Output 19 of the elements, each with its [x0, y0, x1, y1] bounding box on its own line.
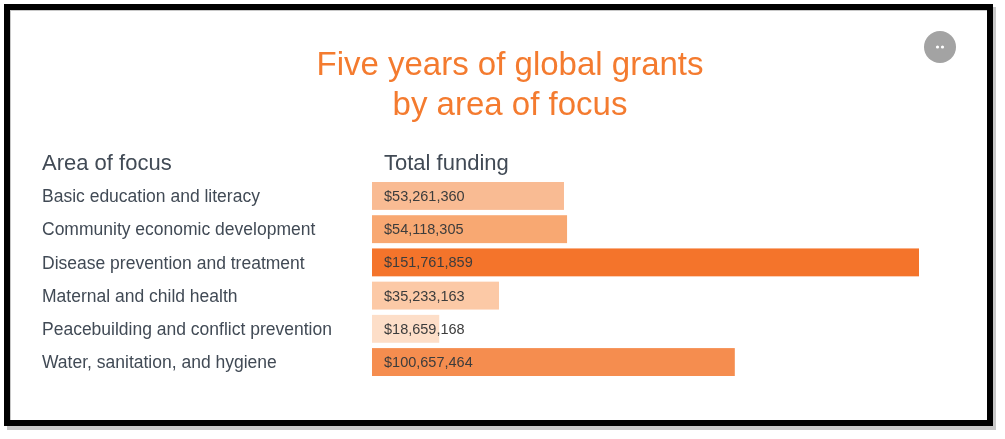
data-label: $53,261,360	[384, 188, 465, 205]
data-label: $151,761,859	[384, 254, 473, 271]
y-tick-label: Maternal and child health	[42, 285, 238, 306]
bar	[372, 215, 568, 244]
y-tick-label: Disease prevention and treatment	[42, 252, 305, 273]
bar	[372, 248, 919, 277]
y-tick-label: Community economic development	[42, 219, 316, 240]
x-axis-title: Total funding	[384, 150, 509, 175]
bar	[372, 182, 564, 210]
data-label: $100,657,464	[384, 354, 473, 371]
data-label: $35,233,163	[384, 287, 465, 304]
data-label: $18,659,168	[384, 320, 465, 337]
chart-title: Five years of global grants by area of focus	[316, 45, 704, 122]
y-tick-label: Basic education and literacy	[42, 186, 261, 207]
y-axis-title: Area of focus	[42, 150, 172, 175]
bar	[372, 348, 735, 376]
data-label: $54,118,305	[384, 221, 464, 238]
y-tick-label: Water, sanitation, and hygiene	[42, 352, 277, 373]
y-tick-label: Peacebuilding and conflict prevention	[42, 318, 332, 339]
